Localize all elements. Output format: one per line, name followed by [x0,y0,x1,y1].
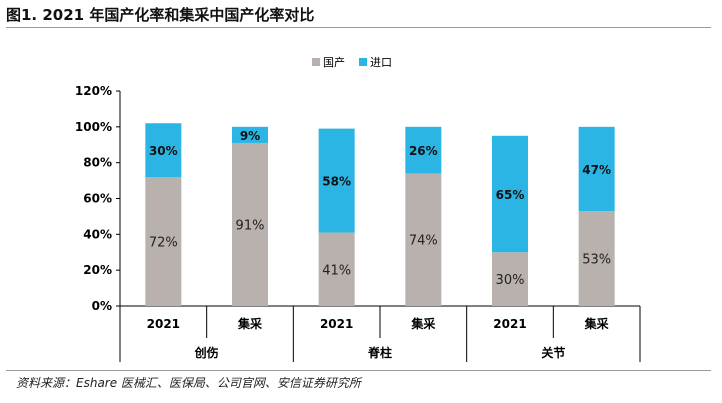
bar-import [145,123,182,177]
bar-domestic [232,142,268,306]
legend-swatch-domestic [312,58,320,66]
y-tick-label: 40% [83,227,112,241]
x-category-label: 2021 [493,317,526,331]
title-divider [6,27,711,28]
bar-domestic [318,232,355,306]
legend-label-import: 进口 [370,56,392,69]
x-group-label: 创伤 [194,345,219,360]
y-tick-label: 120% [75,84,112,98]
y-tick-label: 60% [83,192,112,206]
y-tick-label: 80% [83,156,112,170]
bar-domestic [492,252,528,306]
bar-import [492,135,528,253]
x-category-label: 集采 [410,316,435,331]
data-label-import: 30% [149,144,178,158]
legend-swatch-import [359,58,367,66]
y-tick-label: 100% [75,120,112,134]
x-group-label: 关节 [541,345,565,360]
data-label-domestic: 91% [236,218,265,233]
x-category-label: 2021 [147,317,180,331]
source-divider [6,370,711,371]
y-tick-label: 0% [92,299,112,313]
legend-label-domestic: 国产 [323,55,345,69]
data-label-domestic: 53% [582,253,611,268]
y-tick-label: 20% [83,263,112,277]
x-group-label: 脊柱 [367,345,392,360]
bar-import [578,126,615,212]
data-label-domestic: 30% [496,273,525,288]
data-label-domestic: 41% [322,263,351,278]
data-label-domestic: 72% [149,236,178,251]
data-label-domestic: 74% [409,234,438,249]
data-label-import: 58% [322,175,351,189]
data-label-import: 26% [409,144,438,158]
bar-import [318,128,355,233]
bar-domestic [578,211,615,306]
data-label-import: 65% [496,188,525,202]
bar-import [405,126,442,174]
bar-domestic [405,173,442,306]
bar-import [232,126,268,143]
x-category-label: 集采 [584,316,609,331]
figure-title: 图1. 2021 年国产化率和集采中国产化率对比 [6,6,315,24]
x-category-label: 集采 [237,316,262,331]
bar-domestic [145,177,182,306]
source-note: 资料来源：Eshare 医械汇、医保局、公司官网、安信证券研究所 [16,376,361,390]
data-label-import: 47% [582,163,611,177]
x-category-label: 2021 [320,317,353,331]
data-label-import: 9% [240,129,260,143]
